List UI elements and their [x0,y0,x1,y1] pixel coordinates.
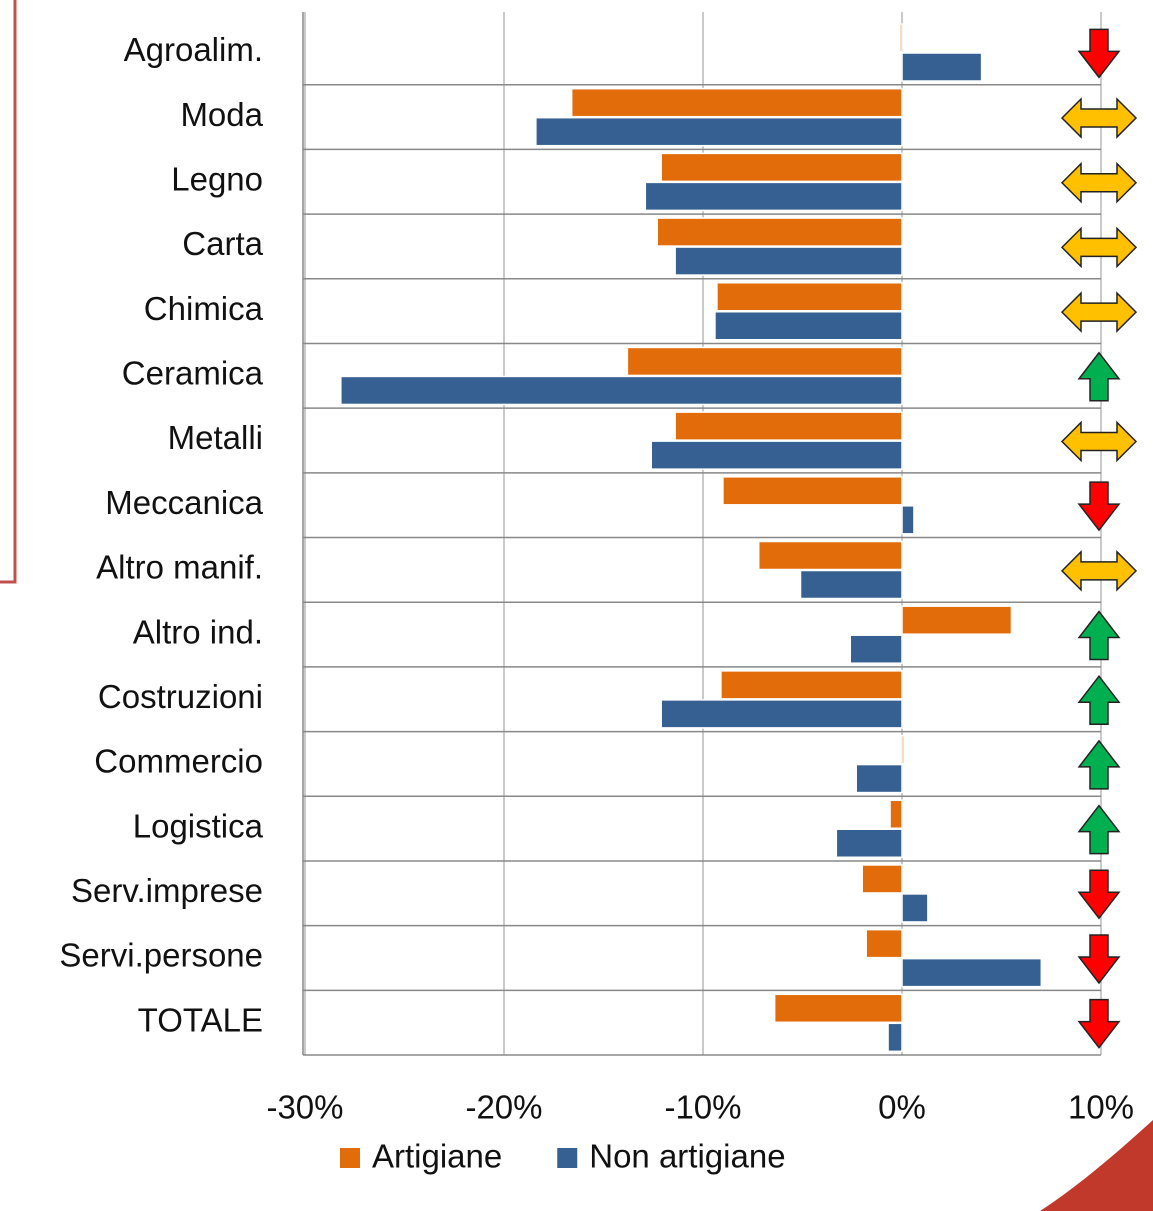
y-tick-label: Chimica [144,290,264,327]
bar [656,217,903,247]
bar [674,411,903,441]
y-tick-label: Meccanica [105,484,263,521]
y-tick-label: Altro manif. [96,549,263,586]
y-tick-label: Moda [180,96,263,133]
legend-label: Non artigiane [589,1138,785,1175]
bar [901,52,983,82]
bar [570,87,903,118]
bar [901,957,1043,988]
trend-arrow [1060,161,1138,204]
trend-arrow [1077,28,1121,79]
bar [660,152,903,183]
bar [674,246,903,276]
y-tick-label: Serv.imprese [71,872,263,909]
trend-arrow [1077,739,1121,790]
trend-arrow [1077,869,1121,920]
x-tick-label: -30% [266,1089,343,1126]
trend-arrow [1077,610,1121,661]
y-tick-label: Metalli [168,419,263,456]
x-tick-label: 0% [878,1089,926,1126]
corner-swoosh [1040,1120,1153,1211]
legend-swatch [340,1148,360,1168]
x-tick-label: 10% [1068,1089,1134,1126]
legend-label: Artigiane [372,1138,502,1175]
trend-arrow [1060,97,1138,139]
y-tick-label: TOTALE [138,1001,263,1038]
y-tick-label: Servi.persone [59,937,263,974]
bar [714,311,903,341]
bar [901,734,905,765]
bar [799,569,903,600]
bar [340,375,903,406]
bar [716,282,903,312]
trend-arrow [1077,934,1121,985]
trend-arrow [1060,550,1138,592]
trend-arrow [1077,481,1121,532]
y-tick-label: Legno [171,160,263,197]
trend-arrow [1077,351,1121,402]
bar [901,893,929,923]
y-tick-label: Ceramica [122,355,264,392]
trend-arrow [1077,674,1121,725]
y-tick-label: Agroalim. [124,31,263,68]
side-panel [0,0,17,584]
legend: Artigiane Non artigiane [340,1138,786,1175]
bar [757,540,903,571]
bar [901,505,915,535]
bar [861,864,903,894]
bar [865,928,903,959]
bar [535,116,903,147]
y-tick-label: Carta [182,225,263,262]
bar [660,699,903,729]
trend-arrow [1060,291,1138,333]
y-tick-label: Logistica [133,807,264,844]
y-tick-label: Altro ind. [133,613,263,650]
y-tick-label: Costruzioni [98,678,263,715]
trend-arrow [1077,998,1121,1049]
bar [773,993,903,1024]
x-tick-label: -20% [465,1089,542,1126]
x-tick-label: -10% [664,1089,741,1126]
bar [722,476,903,506]
bar [644,181,903,212]
bar [650,440,903,470]
bar [887,1022,903,1053]
bar [849,634,903,664]
legend-swatch [557,1148,578,1168]
bar [626,346,903,377]
bar [899,23,903,53]
trend-arrow [1077,804,1121,855]
bar [889,799,903,829]
trend-arrow [1060,420,1138,463]
bar [855,763,903,794]
trend-arrow [1060,226,1138,269]
bar [901,605,1013,635]
bar [720,670,903,700]
bar [835,828,903,858]
y-tick-label: Commercio [94,743,263,780]
